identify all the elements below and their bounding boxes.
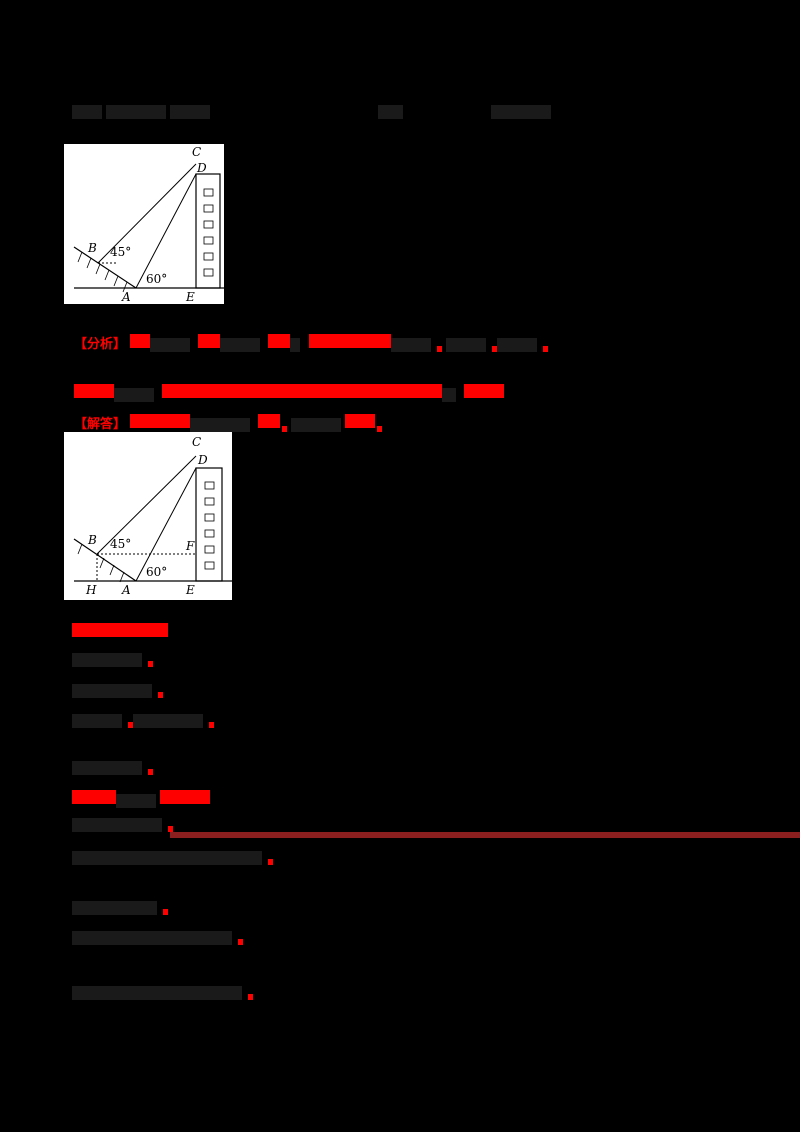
step-2: [72, 683, 163, 698]
angle-45: 45°: [110, 245, 131, 259]
step-5: [72, 790, 210, 808]
step-3: [72, 713, 214, 728]
step-4: [72, 760, 153, 775]
label-d: D: [196, 161, 207, 175]
step-10: [72, 985, 253, 1000]
figure-1: C D B A E 45° 60°: [64, 144, 224, 304]
angle-60: 60°: [146, 565, 167, 579]
label-a: A: [121, 583, 131, 597]
step-9: [72, 930, 243, 945]
step-1: [72, 652, 153, 667]
label-a: A: [121, 290, 131, 304]
figure-2: C D B F H A E 45° 60°: [64, 432, 232, 600]
label-e: E: [185, 290, 195, 304]
answer-line: 【解答】: [74, 413, 383, 432]
label-b: B: [87, 533, 97, 547]
solution-heading: [72, 623, 168, 641]
label-d: D: [197, 453, 208, 467]
label-c: C: [192, 145, 201, 159]
analysis-line: 【分析】: [74, 333, 548, 352]
red-rule: [170, 832, 800, 838]
step-8: [72, 900, 168, 915]
label-f: F: [185, 539, 195, 553]
question-text: [72, 104, 555, 119]
step-7: [72, 850, 273, 865]
analysis-line-2: [74, 384, 505, 402]
label-e: E: [185, 583, 195, 597]
label-c: C: [192, 435, 201, 449]
angle-45: 45°: [110, 537, 131, 551]
label-h: H: [85, 583, 97, 597]
angle-60: 60°: [146, 272, 167, 286]
label-b: B: [87, 241, 97, 255]
step-6: [72, 817, 173, 832]
